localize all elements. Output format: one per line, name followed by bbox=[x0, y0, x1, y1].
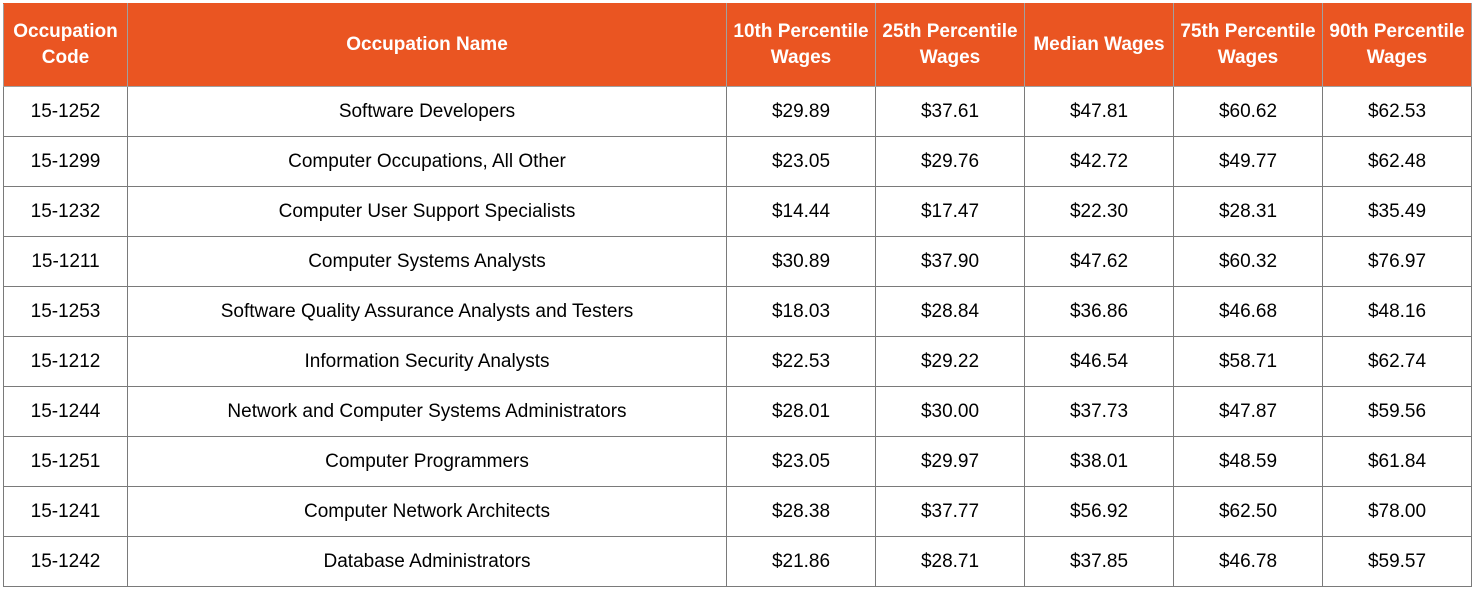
wage-cell: $29.89 bbox=[726, 86, 876, 137]
wage-cell: $37.90 bbox=[875, 236, 1025, 287]
wage-cell: $60.62 bbox=[1173, 86, 1323, 137]
wage-cell: $28.31 bbox=[1173, 186, 1323, 237]
column-header: Median Wages bbox=[1024, 3, 1174, 87]
wage-cell: $62.74 bbox=[1322, 336, 1472, 387]
occupation-name-cell: Information Security Analysts bbox=[127, 336, 727, 387]
wage-cell: $78.00 bbox=[1322, 486, 1472, 537]
table-row: 15-1252 Software Developers $29.89 $37.61 $4… bbox=[3, 86, 1472, 137]
wage-cell: $62.53 bbox=[1322, 86, 1472, 137]
occupation-code-cell: 15-1242 bbox=[3, 536, 128, 587]
wage-cell: $62.50 bbox=[1173, 486, 1323, 537]
table-row: 15-1244 Network and Computer Systems Admi… bbox=[3, 386, 1472, 437]
occupation-name-cell: Network and Computer Systems Administrat… bbox=[127, 386, 727, 437]
wage-cell: $60.32 bbox=[1173, 236, 1323, 287]
wage-cell: $23.05 bbox=[726, 436, 876, 487]
occupation-code-cell: 15-1299 bbox=[3, 136, 128, 187]
wage-cell: $59.57 bbox=[1322, 536, 1472, 587]
wage-cell: $17.47 bbox=[875, 186, 1025, 237]
wage-cell: $38.01 bbox=[1024, 436, 1174, 487]
wage-cell: $37.77 bbox=[875, 486, 1025, 537]
occupation-code-cell: 15-1212 bbox=[3, 336, 128, 387]
occupation-name-cell: Software Quality Assurance Analysts and … bbox=[127, 286, 727, 337]
occupation-name-cell: Computer Programmers bbox=[127, 436, 727, 487]
occupation-name-cell: Software Developers bbox=[127, 86, 727, 137]
wage-cell: $48.59 bbox=[1173, 436, 1323, 487]
occupation-name-cell: Computer Network Architects bbox=[127, 486, 727, 537]
wage-cell: $30.00 bbox=[875, 386, 1025, 437]
occupation-code-cell: 15-1241 bbox=[3, 486, 128, 537]
column-header: Occupation Code bbox=[3, 3, 128, 87]
wage-cell: $59.56 bbox=[1322, 386, 1472, 437]
wage-cell: $29.22 bbox=[875, 336, 1025, 387]
occupation-code-cell: 15-1253 bbox=[3, 286, 128, 337]
wage-cell: $48.16 bbox=[1322, 286, 1472, 337]
wage-cell: $28.01 bbox=[726, 386, 876, 437]
wage-cell: $56.92 bbox=[1024, 486, 1174, 537]
wage-cell: $18.03 bbox=[726, 286, 876, 337]
wage-table-container: Occupation Code Occupation Name 10th Perce… bbox=[3, 3, 1472, 587]
wage-cell: $46.68 bbox=[1173, 286, 1323, 337]
wage-cell: $46.54 bbox=[1024, 336, 1174, 387]
wage-cell: $23.05 bbox=[726, 136, 876, 187]
wage-cell: $62.48 bbox=[1322, 136, 1472, 187]
wage-table: Occupation Code Occupation Name 10th Perce… bbox=[3, 3, 1472, 587]
column-header: 25th Percentile Wages bbox=[875, 3, 1025, 87]
wage-cell: $49.77 bbox=[1173, 136, 1323, 187]
column-header: 75th Percentile Wages bbox=[1173, 3, 1323, 87]
wage-cell: $61.84 bbox=[1322, 436, 1472, 487]
wage-cell: $47.62 bbox=[1024, 236, 1174, 287]
occupation-name-cell: Database Administrators bbox=[127, 536, 727, 587]
occupation-name-cell: Computer Systems Analysts bbox=[127, 236, 727, 287]
column-header: Occupation Name bbox=[127, 3, 727, 87]
occupation-code-cell: 15-1232 bbox=[3, 186, 128, 237]
table-row: 15-1242 Database Administrators $21.86 $28.… bbox=[3, 536, 1472, 587]
wage-cell: $28.71 bbox=[875, 536, 1025, 587]
wage-cell: $58.71 bbox=[1173, 336, 1323, 387]
wage-cell: $35.49 bbox=[1322, 186, 1472, 237]
wage-cell: $37.73 bbox=[1024, 386, 1174, 437]
wage-cell: $14.44 bbox=[726, 186, 876, 237]
wage-cell: $29.76 bbox=[875, 136, 1025, 187]
wage-cell: $42.72 bbox=[1024, 136, 1174, 187]
wage-cell: $21.86 bbox=[726, 536, 876, 587]
wage-cell: $47.87 bbox=[1173, 386, 1323, 437]
table-row: 15-1241 Computer Network Architects $28.38… bbox=[3, 486, 1472, 537]
occupation-name-cell: Computer Occupations, All Other bbox=[127, 136, 727, 187]
table-body: 15-1252 Software Developers $29.89 $37.61 $4… bbox=[3, 86, 1472, 587]
wage-cell: $28.38 bbox=[726, 486, 876, 537]
occupation-code-cell: 15-1211 bbox=[3, 236, 128, 287]
wage-cell: $37.61 bbox=[875, 86, 1025, 137]
wage-cell: $76.97 bbox=[1322, 236, 1472, 287]
table-row: 15-1299 Computer Occupations, All Other $2… bbox=[3, 136, 1472, 187]
wage-cell: $28.84 bbox=[875, 286, 1025, 337]
header-row: Occupation Code Occupation Name 10th Perce… bbox=[3, 3, 1472, 87]
table-header: Occupation Code Occupation Name 10th Perce… bbox=[3, 3, 1472, 87]
table-row: 15-1251 Computer Programmers $23.05 $29.97 $… bbox=[3, 436, 1472, 487]
wage-cell: $37.85 bbox=[1024, 536, 1174, 587]
wage-cell: $30.89 bbox=[726, 236, 876, 287]
wage-cell: $22.30 bbox=[1024, 186, 1174, 237]
wage-cell: $47.81 bbox=[1024, 86, 1174, 137]
column-header: 90th Percentile Wages bbox=[1322, 3, 1472, 87]
wage-cell: $36.86 bbox=[1024, 286, 1174, 337]
table-row: 15-1232 Computer User Support Specialists… bbox=[3, 186, 1472, 237]
occupation-code-cell: 15-1244 bbox=[3, 386, 128, 437]
table-row: 15-1211 Computer Systems Analysts $30.89 $3… bbox=[3, 236, 1472, 287]
column-header: 10th Percentile Wages bbox=[726, 3, 876, 87]
occupation-code-cell: 15-1251 bbox=[3, 436, 128, 487]
table-row: 15-1212 Information Security Analysts $22.… bbox=[3, 336, 1472, 387]
wage-cell: $29.97 bbox=[875, 436, 1025, 487]
occupation-name-cell: Computer User Support Specialists bbox=[127, 186, 727, 237]
occupation-code-cell: 15-1252 bbox=[3, 86, 128, 137]
wage-cell: $22.53 bbox=[726, 336, 876, 387]
wage-cell: $46.78 bbox=[1173, 536, 1323, 587]
table-row: 15-1253 Software Quality Assurance Analys… bbox=[3, 286, 1472, 337]
